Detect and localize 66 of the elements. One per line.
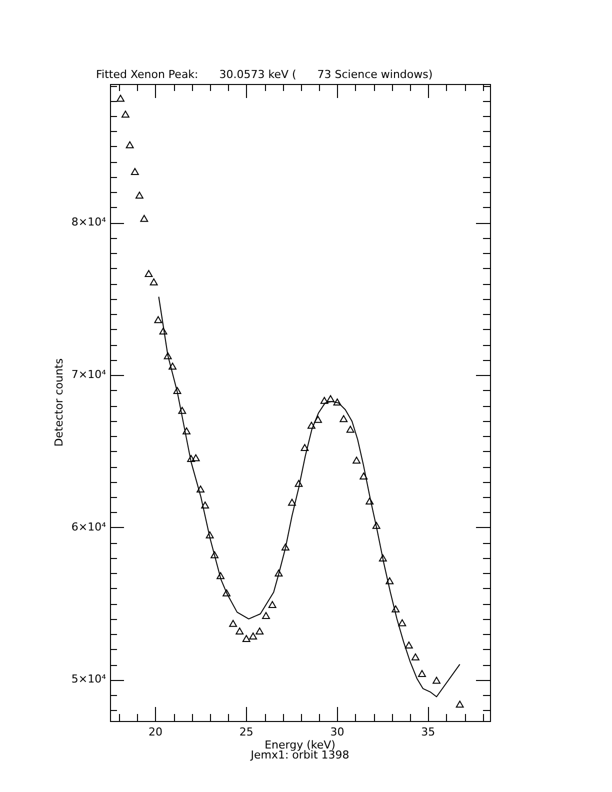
point [130, 168, 139, 176]
x-tick-label: 20 [148, 725, 162, 738]
point [288, 498, 296, 506]
x-tick-label: 30 [330, 725, 344, 738]
point [249, 632, 258, 640]
point [386, 577, 394, 584]
point [173, 387, 182, 394]
point [307, 422, 316, 429]
point [340, 415, 348, 422]
point [126, 141, 134, 148]
point [116, 94, 125, 102]
point [326, 395, 335, 402]
point [346, 426, 354, 433]
point [294, 480, 303, 487]
chart-title: Fitted Xenon Peak: 30.0573 keV ( 73 Science windows) [96, 68, 433, 81]
point [333, 398, 342, 406]
point [352, 456, 361, 464]
point [404, 642, 413, 649]
point [411, 653, 420, 660]
point [281, 544, 290, 551]
point [236, 628, 244, 635]
point [210, 551, 219, 558]
point [222, 589, 231, 596]
x-tick-label: 35 [421, 725, 436, 738]
point [360, 472, 368, 480]
x-tick-label: 25 [239, 725, 254, 738]
point [398, 619, 406, 626]
point [432, 676, 441, 684]
point [144, 270, 153, 277]
point [196, 485, 205, 492]
point [121, 110, 130, 118]
point [242, 634, 250, 642]
point [268, 600, 276, 608]
point [178, 406, 186, 414]
x-axis-title: Energy (keV) [264, 738, 336, 752]
y-tick-label: 7×10⁴ [71, 368, 107, 381]
point [150, 278, 158, 286]
point [229, 620, 238, 627]
point [154, 316, 162, 324]
y-tick-label: 8×10⁴ [71, 216, 107, 229]
y-tick-label: 5×10⁴ [71, 672, 107, 686]
point [256, 628, 264, 635]
point [456, 700, 464, 708]
point [216, 572, 225, 580]
y-axis-title: Detector counts [52, 358, 66, 447]
point [372, 522, 380, 529]
point [206, 531, 214, 538]
point [320, 396, 328, 404]
point [135, 192, 144, 199]
point [392, 605, 400, 612]
point [182, 427, 191, 434]
point [300, 444, 309, 452]
point [262, 612, 270, 619]
point [366, 498, 374, 505]
point [418, 670, 426, 678]
point [140, 214, 148, 222]
y-tick-label: 6×10⁴ [71, 520, 107, 534]
point [201, 501, 210, 508]
point [187, 454, 196, 462]
point [164, 352, 172, 360]
point [168, 362, 177, 370]
point [314, 416, 322, 423]
point [378, 554, 387, 562]
point [159, 327, 168, 334]
point [192, 454, 200, 462]
point [274, 569, 283, 576]
